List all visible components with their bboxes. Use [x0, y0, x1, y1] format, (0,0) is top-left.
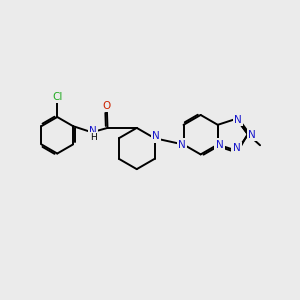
Text: N: N	[248, 130, 256, 140]
Text: O: O	[103, 100, 111, 110]
Text: N: N	[232, 143, 240, 153]
Text: N: N	[152, 131, 160, 142]
Text: N: N	[216, 140, 224, 150]
Text: N: N	[234, 115, 242, 125]
Text: Cl: Cl	[52, 92, 62, 102]
Text: H: H	[90, 134, 97, 142]
Text: N: N	[89, 126, 97, 136]
Text: N: N	[178, 140, 186, 150]
